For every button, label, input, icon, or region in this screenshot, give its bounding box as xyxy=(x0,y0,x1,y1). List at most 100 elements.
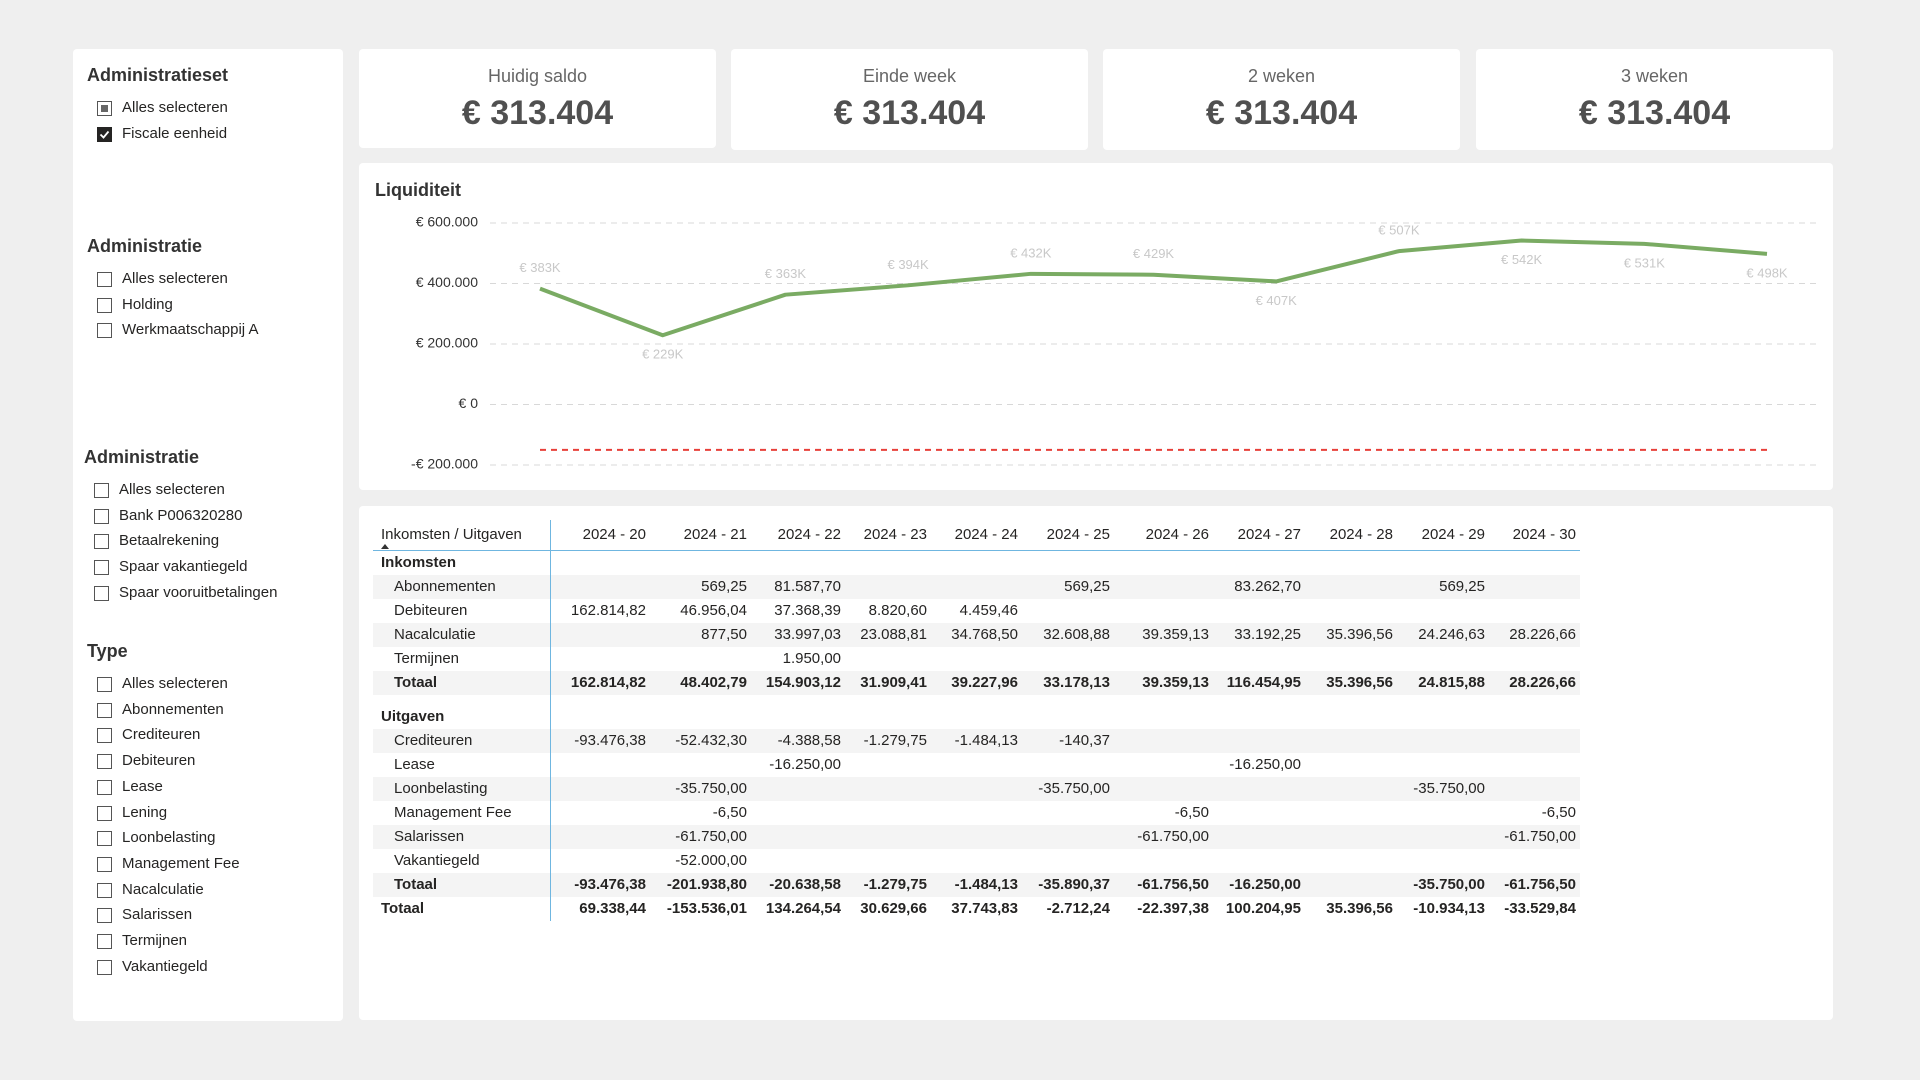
checkbox[interactable] xyxy=(97,831,112,847)
checkbox[interactable] xyxy=(97,908,112,924)
y-tick-label: € 400.000 xyxy=(416,274,478,290)
checkbox[interactable] xyxy=(97,126,112,142)
cell: -153.536,01 xyxy=(666,900,747,917)
checkbox[interactable] xyxy=(97,754,112,770)
slicer-option[interactable]: Vakantiegeld xyxy=(97,958,317,978)
slicer-option[interactable]: Spaar vooruitbetalingen xyxy=(94,584,314,604)
data-label: € 507K xyxy=(1378,223,1420,238)
cell xyxy=(550,801,650,825)
slicer-option-label: Termijnen xyxy=(122,932,188,949)
cell xyxy=(1022,849,1114,873)
cell: -35.750,00 xyxy=(1397,872,1489,897)
slicer-option[interactable]: Holding xyxy=(97,296,317,316)
checkbox[interactable] xyxy=(97,323,112,339)
cell xyxy=(1305,574,1397,599)
checkbox[interactable] xyxy=(97,297,112,313)
checkbox[interactable] xyxy=(97,272,112,287)
checkbox[interactable] xyxy=(97,702,112,718)
column-header[interactable]: 2024 - 21 xyxy=(650,520,751,551)
column-header[interactable]: 2024 - 29 xyxy=(1397,520,1489,551)
cell xyxy=(550,824,650,849)
cell: -1.484,13 xyxy=(931,872,1022,897)
cell: 35.396,56 xyxy=(1326,900,1393,917)
column-header[interactable]: 2024 - 25 xyxy=(1022,520,1114,551)
cell xyxy=(1489,695,1580,729)
slicer-option[interactable]: Alles selecteren xyxy=(97,270,317,290)
column-header[interactable]: 2024 - 23 xyxy=(845,520,931,551)
cell: -35.750,00 xyxy=(650,776,751,801)
slicer-option[interactable]: Nacalculatie xyxy=(97,881,317,901)
slicer-option[interactable]: Debiteuren xyxy=(97,752,317,772)
data-row: Crediteuren -93.476,38 -52.432,30 -4.388,58… xyxy=(373,728,1580,753)
slicer-option[interactable]: Fiscale eenheid xyxy=(97,125,317,145)
row-label: Loonbelasting xyxy=(373,776,551,801)
checkbox[interactable] xyxy=(97,856,112,872)
column-header[interactable]: 2024 - 22 xyxy=(751,520,845,551)
cell xyxy=(1489,550,1580,575)
cell: -4.388,58 xyxy=(751,728,845,753)
slicer-option[interactable]: Crediteuren xyxy=(97,726,317,746)
table-header: Inkomsten / Uitgaven 2024 - 20 2024 - 21 20… xyxy=(373,520,1580,551)
slicer-option[interactable]: Werkmaatschappij A xyxy=(97,321,317,341)
column-header[interactable]: 2024 - 28 xyxy=(1305,520,1397,551)
checkbox[interactable] xyxy=(97,779,112,795)
slicer-option-label: Debiteuren xyxy=(122,752,196,770)
slicer-option[interactable]: Alles selecteren xyxy=(97,99,317,119)
checkbox[interactable] xyxy=(97,805,112,821)
cell: 24.246,63 xyxy=(1397,622,1489,647)
column-header[interactable]: 2024 - 20 xyxy=(550,520,650,551)
cell: 1.950,00 xyxy=(782,650,841,667)
matrix-table: Inkomsten / Uitgaven 2024 - 20 2024 - 21 20… xyxy=(373,520,1580,921)
cell: 877,50 xyxy=(650,622,751,647)
row-label: Nacalculatie xyxy=(373,622,551,647)
cell: 4.459,46 xyxy=(959,602,1018,619)
slicer-option[interactable]: Alles selecteren xyxy=(94,481,314,501)
slicer-title: Administratieset xyxy=(87,65,229,85)
column-header[interactable]: 2024 - 27 xyxy=(1213,520,1305,551)
checkbox[interactable] xyxy=(97,101,112,116)
cell: -10.934,13 xyxy=(1413,900,1485,917)
slicer-option[interactable]: Lening xyxy=(97,804,317,824)
checkbox[interactable] xyxy=(94,585,109,601)
cell xyxy=(1305,599,1397,623)
data-label: € 383K xyxy=(519,260,561,275)
slicer-option[interactable]: Salarissen xyxy=(97,906,317,926)
column-header[interactable]: 2024 - 24 xyxy=(931,520,1022,551)
checkbox[interactable] xyxy=(97,934,112,949)
checkbox[interactable] xyxy=(94,508,109,524)
kpi-card: Huidig saldo € 313.404 xyxy=(359,49,716,148)
slicer-option[interactable]: Management Fee xyxy=(97,855,317,875)
cell xyxy=(1397,753,1489,777)
column-header[interactable]: Inkomsten / Uitgaven xyxy=(373,520,551,551)
data-row: Termijnen 1.950,00 xyxy=(373,646,1580,671)
slicer-option[interactable]: Loonbelasting xyxy=(97,829,317,849)
data-label: € 432K xyxy=(1010,245,1052,260)
cell xyxy=(845,776,931,801)
cell xyxy=(1489,776,1580,801)
slicer-option[interactable]: Lease xyxy=(97,778,317,798)
cell: -2.712,24 xyxy=(1046,900,1110,917)
column-header[interactable]: 2024 - 30 xyxy=(1489,520,1580,551)
checkbox[interactable] xyxy=(94,483,109,498)
cell xyxy=(550,849,650,873)
cell xyxy=(931,801,1022,825)
checkbox[interactable] xyxy=(97,728,112,744)
checkbox[interactable] xyxy=(94,534,109,550)
cell xyxy=(751,824,845,849)
slicer-option[interactable]: Termijnen xyxy=(97,932,317,952)
group-label: Uitgaven xyxy=(373,694,551,729)
slicer-option[interactable]: Alles selecteren xyxy=(97,675,317,695)
checkbox[interactable] xyxy=(97,677,112,692)
column-header[interactable]: 2024 - 26 xyxy=(1114,520,1213,551)
slicer-option[interactable]: Abonnementen xyxy=(97,701,317,721)
checkbox[interactable] xyxy=(94,560,109,576)
checkbox[interactable] xyxy=(97,882,112,898)
slicer-option[interactable]: Spaar vakantiegeld xyxy=(94,558,314,578)
checkbox[interactable] xyxy=(97,959,112,975)
data-label: € 363K xyxy=(765,266,807,281)
cell xyxy=(845,647,931,671)
slicer-option[interactable]: Bank P006320280 xyxy=(94,507,314,527)
slicer-option[interactable]: Betaalrekening xyxy=(94,532,314,552)
y-tick-label: € 600.000 xyxy=(416,214,478,230)
cell: 34.768,50 xyxy=(931,622,1022,647)
